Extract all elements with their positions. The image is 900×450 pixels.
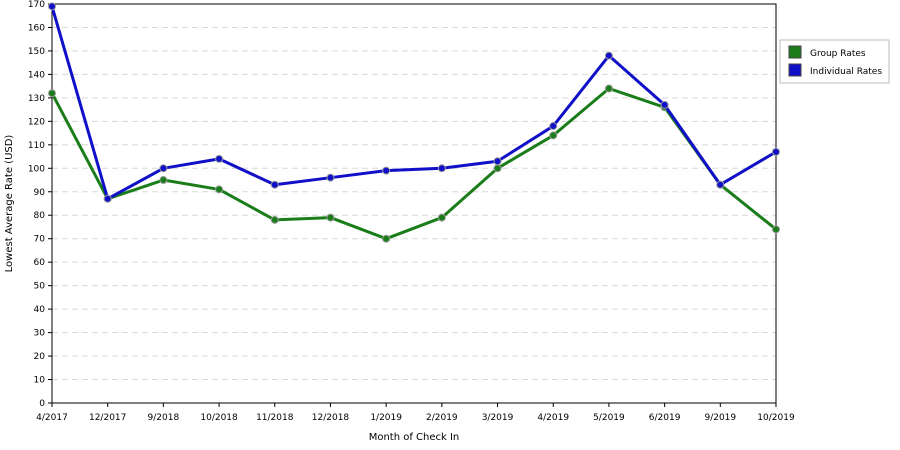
y-tick-label: 20 (34, 352, 46, 362)
y-tick-label: 170 (28, 0, 45, 10)
data-point (549, 131, 558, 140)
data-point (48, 89, 56, 98)
data-point (215, 185, 224, 194)
legend-label: Group Rates (810, 49, 866, 59)
x-tick-label: 6/2019 (649, 413, 681, 423)
y-tick-label: 10 (34, 376, 46, 386)
y-tick-label: 50 (34, 282, 46, 292)
data-point (772, 225, 780, 234)
data-point (159, 164, 168, 173)
data-point (270, 215, 279, 224)
x-axis: 4/2017 12/2017 9/2018 10/2018 11/2018 12/2018… (36, 403, 795, 423)
series-line (50, 86, 777, 241)
y-tick-label: 30 (34, 329, 46, 339)
legend-swatch (788, 63, 802, 77)
data-point (326, 173, 335, 182)
data-point (103, 194, 112, 203)
data-point (604, 51, 613, 60)
data-point (772, 147, 780, 156)
data-point (159, 176, 168, 185)
series-2 (48, 2, 780, 203)
x-tick-label: 12/2017 (89, 413, 126, 423)
y-tick-label: 120 (28, 117, 45, 127)
x-tick-label: 3/2019 (482, 413, 514, 423)
data-point (270, 180, 279, 189)
legend-label: Individual Rates (810, 67, 882, 77)
x-tick-label: 9/2018 (148, 413, 180, 423)
legend: Group Rates Individual Rates (779, 39, 890, 84)
x-tick-label: 9/2019 (704, 413, 736, 423)
y-tick-label: 140 (28, 70, 45, 80)
x-tick-label: 10/2018 (200, 413, 238, 423)
y-axis-title: Lowest Average Rate (USD) (4, 135, 15, 273)
grid-lines (52, 26, 776, 381)
data-point (382, 166, 391, 175)
y-tick-label: 70 (34, 235, 46, 245)
data-point (215, 154, 224, 163)
x-tick-label: 12/2018 (312, 413, 350, 423)
x-tick-label: 4/2017 (36, 413, 68, 423)
y-tick-label: 160 (28, 23, 45, 33)
x-tick-label: 4/2019 (537, 413, 569, 423)
x-tick-label: 1/2019 (370, 413, 402, 423)
x-tick-label: 10/2019 (757, 413, 795, 423)
data-point (48, 2, 56, 11)
y-tick-label: 40 (34, 305, 46, 315)
y-tick-label: 0 (39, 399, 45, 409)
data-point (326, 213, 335, 222)
x-tick-label: 5/2019 (593, 413, 625, 423)
legend-swatch (788, 45, 802, 59)
data-point (493, 164, 502, 173)
data-point (382, 234, 391, 243)
data-point (716, 180, 725, 189)
data-point (437, 213, 446, 222)
data-point (549, 122, 558, 131)
y-tick-label: 60 (34, 258, 46, 268)
plot-area (51, 3, 777, 404)
x-tick-label: 11/2018 (256, 413, 294, 423)
y-tick-label: 130 (28, 94, 45, 104)
y-tick-label: 110 (28, 141, 45, 151)
series-line (50, 5, 777, 201)
x-tick-label: 2/2019 (426, 413, 458, 423)
data-point (604, 84, 613, 93)
y-tick-label: 100 (28, 164, 45, 174)
y-tick-label: 150 (28, 47, 45, 57)
data-point (437, 164, 446, 173)
series (48, 2, 780, 243)
data-point (660, 100, 669, 109)
y-tick-label: 80 (34, 211, 46, 221)
y-axis: 0 10 20 30 40 50 60 70 80 90 100 110 120 130 140 150 160… (28, 0, 52, 409)
data-point (493, 157, 502, 166)
y-tick-label: 90 (34, 188, 46, 198)
series-1 (48, 84, 780, 243)
x-axis-title: Month of Check In (369, 432, 460, 443)
